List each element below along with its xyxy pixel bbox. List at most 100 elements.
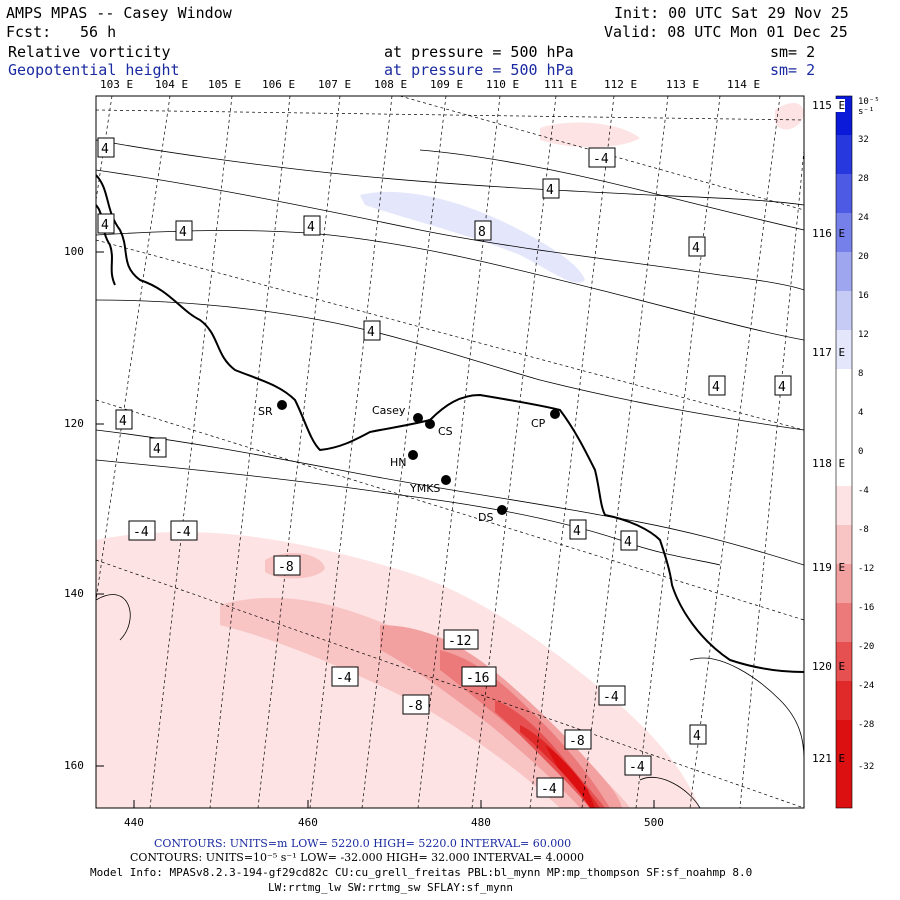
contour-label-pos: 4 [149,437,167,458]
field2-level: at pressure = 500 hPa [384,61,574,79]
lon-label-right: 119 E [812,561,846,574]
forecast-hour: 56 h [80,23,117,41]
contour-label-pos: 4 [97,213,115,234]
colorbar-label: 8 [858,369,864,379]
colorbar-label: -32 [858,762,875,772]
y-tick-label: 140 [64,587,84,600]
colorbar-label: -16 [858,603,875,613]
svg-text:-12: -12 [448,634,471,649]
svg-text:4: 4 [573,524,581,539]
contour-label-neg: -4 [331,666,359,687]
contour-label-pos: 4 [774,375,792,396]
contour-label-pos: 4 [97,137,115,158]
x-tick-label: 440 [124,816,144,829]
x-tick-label: 460 [298,816,318,829]
footer-height-contours: CONTOURS: UNITS=m LOW= 5220.0 HIGH= 5220… [154,837,572,850]
lon-label-top: 110 E [486,78,520,91]
station-label-ymks: YMKS [409,482,440,495]
contour-lines [96,139,804,808]
positive-vorticity-shading [360,191,585,283]
contour-label-neg: -8 [273,555,301,576]
plot-frame [95,95,805,809]
colorbar-label: -28 [858,720,875,730]
colorbar [835,95,853,809]
lon-label-top: 109 E [430,78,464,91]
svg-text:-4: -4 [603,690,619,705]
footer-model-info: Model Info: MPASv8.2.3-194-gf29cd82c CU:… [90,866,753,879]
contour-label-neg: -4 [128,520,156,541]
contour-label-neg: -4 [588,147,616,168]
station-label-cs: CS [438,425,453,438]
forecast-label: Fcst: [6,23,52,41]
footer-model-info-2: LW:rrtmg_lw SW:rrtmg_sw SFLAY:sf_mynn [268,881,514,894]
negative-contour-labels: -4 -4 -4 -8 -12 -16 -4 -4 -8 -8 -4 -4 [128,147,652,798]
station-label-casey: Casey [372,404,406,417]
station-marker-casey [413,413,423,423]
lon-label-top: 112 E [604,78,638,91]
svg-text:4: 4 [546,183,554,198]
svg-text:4: 4 [624,535,632,550]
contour-label-pos: 4 [688,236,706,257]
lon-label-right: 121 E [812,752,846,765]
station-label-cp: CP [531,417,546,430]
svg-text:4: 4 [307,220,315,235]
station-marker-cs [425,419,435,429]
field2-name: Geopotential height [8,61,180,79]
graticule [96,96,804,808]
svg-text:-4: -4 [336,671,352,686]
contour-label-neg: -8 [564,729,592,750]
colorbar-label: -12 [858,564,875,574]
svg-text:4: 4 [367,325,375,340]
colorbar-label: 4 [858,408,864,418]
svg-text:-8: -8 [407,699,423,714]
lon-label-top: 113 E [666,78,700,91]
lon-label-right: 115 E [812,99,846,112]
svg-text:4: 4 [712,380,720,395]
app-title: AMPS MPAS -- Casey Window [6,4,232,22]
station-label-hn: HN [390,456,407,469]
colorbar-unit: 10⁻⁵ s⁻¹ [858,97,880,117]
contour-label-pos: 8 [474,220,492,241]
station-marker-sr [277,400,287,410]
svg-text:-4: -4 [133,525,149,540]
contour-label-neg: -4 [624,755,652,776]
negative-vorticity-shading [96,103,804,808]
svg-text:-8: -8 [278,560,294,575]
lon-label-top: 111 E [544,78,578,91]
station-label-sr: SR [258,405,273,418]
colorbar-label: 24 [858,213,869,223]
colorbar-label: -24 [858,681,875,691]
contour-label-neg: -4 [170,520,198,541]
lon-label-right: 120 E [812,660,846,673]
svg-text:-4: -4 [175,525,191,540]
contour-label-pos: 4 [689,724,707,745]
lon-label-right: 118 E [812,457,846,470]
station-marker-ds [497,505,507,515]
lon-label-top: 103 E [100,78,134,91]
svg-text:4: 4 [778,380,786,395]
svg-text:-16: -16 [466,671,489,686]
colorbar-label: 32 [858,135,869,145]
contour-label-pos: 4 [542,178,560,199]
lon-label-right: 117 E [812,346,846,359]
station-markers [277,400,560,515]
init-time: Init: 00 UTC Sat 29 Nov 25 [614,4,849,22]
contour-label-pos: 4 [620,530,638,551]
colorbar-label: -8 [858,525,869,535]
station-label-ds: DS [478,511,493,524]
contour-label-pos: 4 [115,409,133,430]
field1-level: at pressure = 500 hPa [384,43,574,61]
svg-text:4: 4 [153,442,161,457]
contour-label-pos: 4 [175,220,193,241]
colorbar-label: 0 [858,447,864,457]
lon-label-top: 108 E [374,78,408,91]
lon-label-top: 114 E [727,78,761,91]
footer-vorticity-contours: CONTOURS: UNITS=10⁻⁵ s⁻¹ LOW= -32.000 HI… [130,851,585,864]
lon-label-top: 107 E [318,78,352,91]
contour-label-neg: -12 [443,629,479,650]
positive-contour-labels: 4 4 4 4 8 4 4 4 4 4 4 4 4 4 4 [97,137,792,745]
y-tick-label: 160 [64,759,84,772]
contour-label-neg: -8 [402,694,430,715]
svg-text:8: 8 [478,225,486,240]
axis-ticks [96,251,655,808]
